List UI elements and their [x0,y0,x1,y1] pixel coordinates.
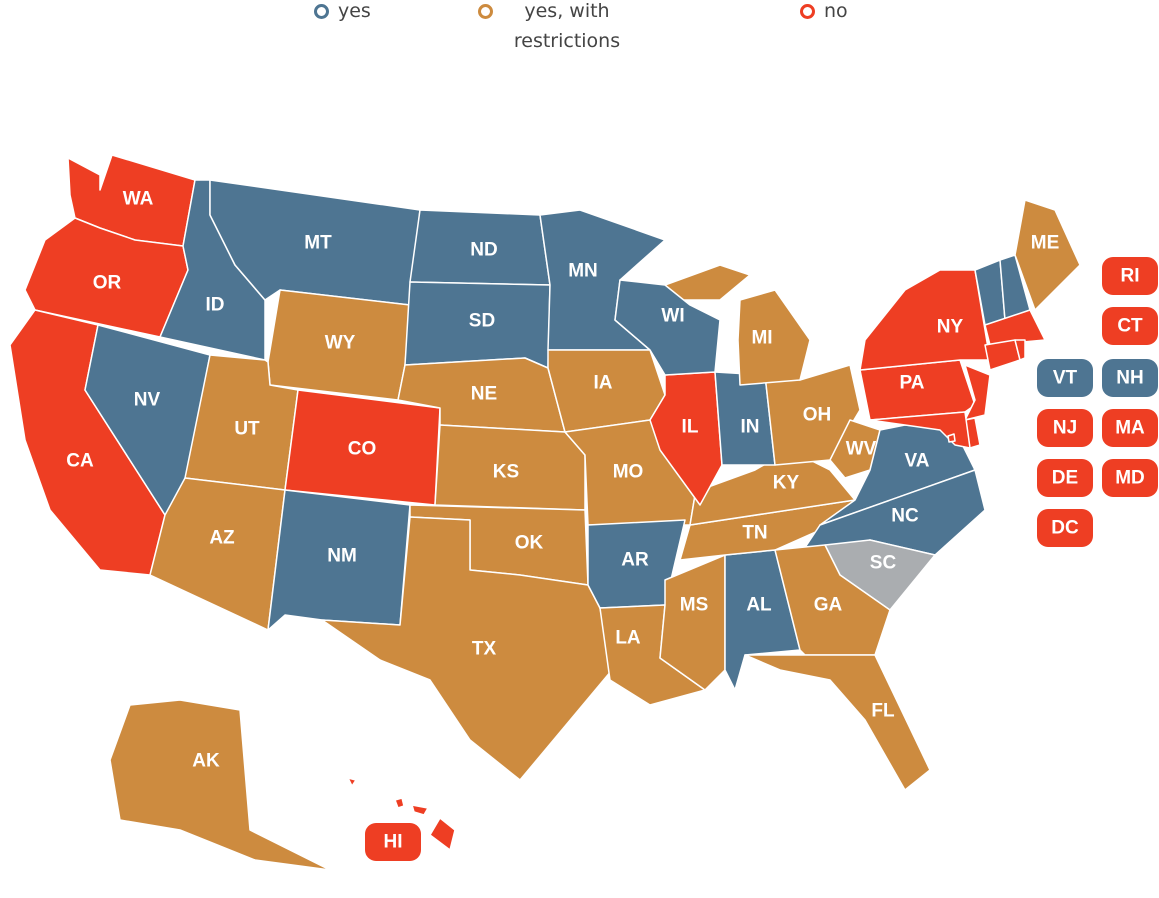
state-shape [737,289,811,386]
legend-marker [478,4,493,19]
state-label: NM [327,546,357,567]
state-badge [1037,459,1093,497]
state-label: WI [661,306,684,327]
state-shape [149,477,286,631]
legend-item: no [800,0,848,26]
state-label: NV [134,390,161,411]
state-shape [434,424,586,511]
state-label: SC [870,553,897,574]
legend-item: yes [314,0,371,26]
state-label: KY [773,473,800,494]
state-badge [365,823,421,861]
state-shape [347,777,357,787]
state-label: MT [304,233,332,254]
state-shape [744,654,931,791]
state-label: OR [93,273,122,294]
state-shape [689,449,856,526]
state-shape [394,797,405,809]
state-shape [429,817,456,851]
state-shape [321,516,613,781]
state-label: NC [891,506,919,527]
state-shape [859,269,991,371]
state-badge [1102,409,1158,447]
state-badge [1102,257,1158,295]
legend-marker [314,4,329,19]
state-label: WY [325,333,356,354]
state-label: AZ [209,528,235,549]
state-label: VA [905,451,930,472]
state-label: NJ [1053,418,1077,439]
state-label: ND [470,240,497,261]
state-badge [1102,307,1158,345]
state-shape [614,279,721,376]
state-label: FL [871,701,895,722]
state-shape [984,339,1021,371]
state-label: NE [471,384,497,405]
state-label: CT [1117,316,1143,337]
state-label: UT [234,419,260,440]
legend-item: yes, with restrictions [478,0,642,56]
legend-marker [800,4,815,19]
state-shape [774,544,891,656]
state-label: MA [1115,418,1145,439]
state-label: TN [742,523,767,544]
state-shape [1014,339,1026,361]
state-label: AR [621,550,649,571]
state-shape [411,804,429,816]
legend-label: yes [338,0,371,22]
state-label: NH [1116,368,1143,389]
state-shape [947,433,956,443]
state-label: VT [1053,368,1078,389]
state-badge [1102,459,1158,497]
state-label: LA [615,628,641,649]
state-label: OK [515,533,544,554]
state-label: ME [1031,233,1060,254]
state-label: MS [680,595,709,616]
state-label: MO [613,462,644,483]
state-label: ID [206,295,225,316]
legend-label: yes, with restrictions [513,0,621,52]
state-label: SD [469,311,495,332]
state-label: IL [682,417,699,438]
state-badge [1037,409,1093,447]
state-label: TX [472,639,497,660]
state-label: WA [123,189,154,210]
state-shape [869,411,971,449]
state-label: KS [493,462,519,483]
state-badge [1037,509,1093,547]
state-label: PA [900,373,925,394]
state-label: NY [937,317,964,338]
state-label: DE [1052,468,1078,489]
state-shape [109,699,331,871]
state-label: IA [594,373,613,394]
state-label: HI [384,832,403,853]
state-shape [984,309,1046,346]
state-label: OH [803,405,832,426]
state-label: DC [1051,518,1079,539]
state-label: CO [348,439,377,460]
state-label: RI [1121,266,1140,287]
legend-label: no [824,0,848,22]
state-label: MI [751,328,772,349]
state-label: GA [814,595,843,616]
state-shape [1014,199,1081,311]
state-label: WV [846,439,877,460]
legend: yes yes, with restrictions no [0,0,1159,60]
state-label: CA [66,451,94,472]
state-badge [1037,359,1093,397]
state-label: AL [746,595,772,616]
state-label: IN [741,417,760,438]
state-label: MN [568,261,598,282]
state-badge [1102,359,1158,397]
state-label: AK [192,751,220,772]
state-label: MD [1115,468,1145,489]
